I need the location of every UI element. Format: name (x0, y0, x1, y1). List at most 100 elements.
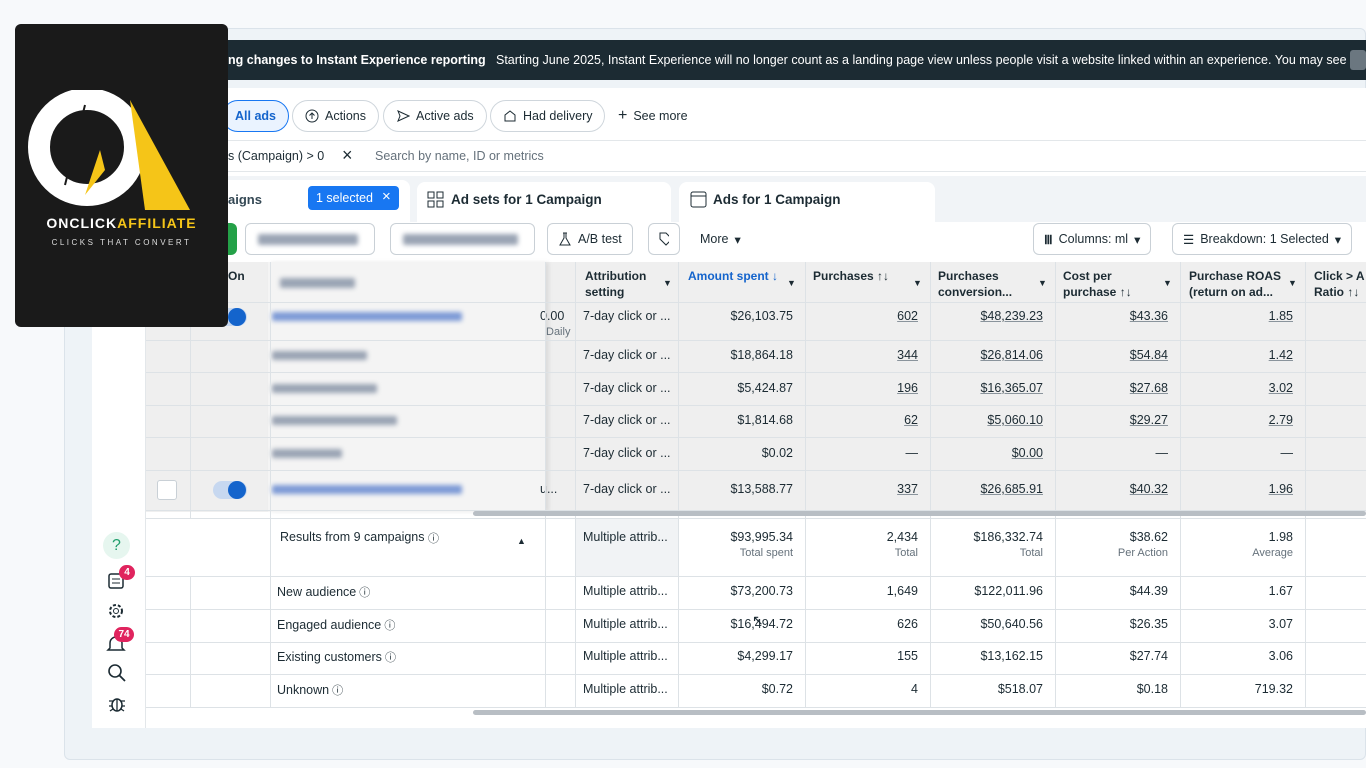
selected-label: 1 selected (316, 191, 373, 205)
table-cell: 7-day click or ... (583, 348, 671, 362)
help-button[interactable]: ? (103, 532, 130, 559)
icon: ▾ (1134, 232, 1141, 247)
table-cell: $5,424.87 (737, 380, 793, 395)
table-cell: 602 (897, 309, 918, 323)
breakdown-label: New audience ⓘ (277, 585, 371, 599)
summary-row (146, 518, 1366, 577)
tab-ad-sets[interactable] (417, 182, 671, 222)
summary-cell: Multiple attrib... (583, 530, 668, 544)
column-header[interactable]: Attribution setting (585, 269, 647, 299)
sort-caret[interactable]: ▼ (1038, 278, 1047, 288)
table-cell: $518.07 (997, 681, 1043, 696)
summary-note: Per Action (1117, 547, 1168, 559)
tab-ads[interactable] (679, 182, 935, 222)
column-header[interactable]: Click > A Ratio ↑↓ (1314, 269, 1365, 299)
summary-cell: 1.98 (1268, 530, 1293, 544)
icon[interactable] (106, 601, 126, 621)
table-cell: $16,494.72 (730, 616, 793, 631)
icon (427, 191, 444, 208)
blurred-name (272, 448, 342, 458)
table-cell: 7-day click or ... (583, 445, 671, 460)
filter-chip[interactable]: + See more (606, 100, 700, 132)
table-cell: 155 (897, 649, 918, 663)
summary-note: Total spent (739, 547, 793, 559)
table-cell: $54.84 (1129, 348, 1168, 362)
logo-tagline: CLICKS THAT CONVERT (51, 238, 192, 247)
sort-caret[interactable]: ▼ (787, 278, 796, 288)
icon[interactable] (107, 663, 127, 683)
table-cell: Multiple attrib... (583, 616, 668, 631)
blurred-button[interactable] (390, 223, 535, 255)
icon[interactable] (107, 694, 127, 714)
column-header[interactable]: On (228, 269, 245, 283)
search-clear[interactable]: × (342, 145, 353, 165)
column-divider (1055, 262, 1056, 707)
column-divider (575, 262, 576, 707)
column-header[interactable]: Purchases conversion... (938, 269, 1013, 299)
breakdown-button[interactable]: ☰ Breakdown: 1 Selected ▾ (1172, 223, 1353, 255)
column-divider (545, 518, 546, 577)
scrollbar[interactable] (473, 511, 1366, 516)
column-header[interactable]: Purchase ROAS (return on ad... (1189, 269, 1282, 299)
scrollbar[interactable] (473, 710, 1366, 715)
summary-note: Average (1252, 547, 1293, 559)
sort-caret[interactable]: ▼ (1163, 278, 1172, 288)
column-divider (190, 262, 191, 707)
icon[interactable] (107, 570, 127, 590)
table-cell: $26,814.06 (980, 348, 1043, 362)
info-icon: ⓘ (381, 652, 396, 664)
table-cell: $13,588.77 (730, 482, 793, 496)
sort-caret[interactable]: ▼ (1288, 278, 1297, 288)
tab-label: Ad sets for 1 Campaign (451, 192, 602, 207)
logo-brand-b: AFFILIATE (117, 215, 197, 231)
blurred-button[interactable] (245, 223, 375, 255)
table-cell: 62 (904, 413, 918, 427)
filter-chip[interactable]: Actions (292, 100, 379, 132)
row-divider (146, 372, 1366, 373)
table-cell: $73,200.73 (730, 584, 793, 598)
column-header[interactable]: Amount spent ↓ (688, 269, 778, 283)
breakdown-label: Unknown ⓘ (277, 682, 344, 697)
summary-label: Results from 9 campaigns (280, 530, 425, 544)
toggle-knob (228, 481, 246, 499)
search-input[interactable]: Search by name, ID or metrics (375, 149, 544, 163)
table-cell: 3.07 (1268, 616, 1293, 631)
column-header[interactable]: Cost per purchase ↑↓ (1063, 269, 1132, 299)
row-checkbox[interactable] (157, 480, 177, 500)
icon: ☰ (1183, 232, 1195, 247)
table-cell: $5,060.10 (987, 413, 1043, 427)
column-header[interactable]: Purchases ↑↓ (813, 269, 890, 283)
budget-type: Daily (546, 326, 571, 338)
selected-pill[interactable] (308, 186, 399, 210)
info-icon: ⓘ (329, 684, 344, 697)
summary-attrib-bg (576, 519, 678, 576)
icon: + (618, 107, 628, 124)
banner-close[interactable] (1350, 50, 1366, 70)
table-cell: 7-day click or ... (583, 482, 671, 496)
filter-label: All ads (235, 109, 276, 123)
filter-chip[interactable]: Active ads (383, 100, 487, 132)
tag-button[interactable] (648, 223, 680, 255)
ab-test-button[interactable]: A/B test (547, 223, 633, 255)
tab-label: aigns (228, 192, 262, 207)
header-divider (146, 302, 1366, 303)
logo-brand: ONCLICKAFFILIATE (15, 215, 228, 231)
banner-title: ng changes to Instant Experience reporti… (228, 53, 486, 67)
row-divider (146, 510, 1366, 511)
column-divider (930, 262, 931, 707)
filter-label: Had delivery (523, 109, 593, 123)
banner (150, 40, 1366, 80)
selected-clear[interactable]: × (382, 188, 391, 205)
table-cell: $44.39 (1129, 584, 1168, 598)
button-label: Columns: ml (1058, 232, 1129, 246)
column-divider (805, 518, 806, 577)
sort-caret[interactable]: ▼ (913, 278, 922, 288)
filter-chip[interactable]: Had delivery (490, 100, 606, 132)
sort-caret[interactable]: ▼ (663, 278, 672, 288)
search-filter[interactable]: s (Campaign) > 0 (228, 149, 325, 163)
collapse-caret[interactable]: ▲ (517, 536, 526, 546)
more-button[interactable]: More ▾ (690, 223, 751, 255)
columns-button[interactable]: Ⅲ Columns: ml ▾ (1033, 223, 1152, 255)
row-divider (146, 674, 1366, 675)
table-cell: $0.72 (761, 681, 793, 696)
